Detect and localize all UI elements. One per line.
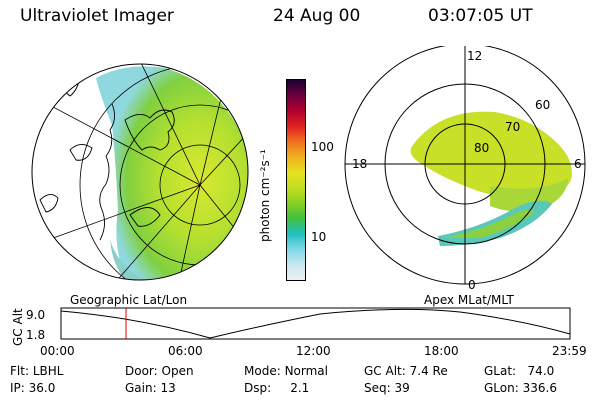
altitude-xtick-1200: 12:00 [296,344,331,358]
seq-value: 39 [394,381,410,395]
glon-value: 336.6 [522,381,557,395]
colorbar [286,79,306,281]
geo-aurora [96,66,248,280]
info-seq: Seq: 39 [364,381,410,395]
door-value: Open [161,364,194,378]
gain-label: Gain: [125,381,157,395]
info-glon: GLon: 336.6 [484,381,557,395]
info-ip: IP: 36.0 [10,381,55,395]
app-title: Ultraviolet Imager [20,6,174,26]
geographic-label: Geographic Lat/Lon [70,293,188,307]
altitude-xtick-0600: 06:00 [168,344,203,358]
mlt-label-12: 12 [467,49,482,63]
altitude-xtick-2359: 23:59 [552,344,587,358]
colorbar-units-label: photon cm⁻²s⁻¹ [258,149,272,242]
mode-value: Normal [284,364,328,378]
gain-value: 13 [160,381,176,395]
polar-plot: 12 18 6 0 80 70 60 [344,46,586,292]
dsp-value: 2.1 [290,381,310,395]
altitude-xtick-1800: 18:00 [424,344,459,358]
info-gain: Gain: 13 [125,381,176,395]
altitude-xtick-0000: 00:00 [40,344,75,358]
info-flt: Flt: LBHL [10,364,63,378]
time-label: 03:07:05 UT [428,6,533,26]
glat-label: GLat: [484,364,517,378]
geographic-image [31,63,249,281]
info-glat: GLat: 74.0 [484,364,554,378]
seq-label: Seq: [364,381,391,395]
mlat-label-60: 60 [535,98,550,112]
colorbar-gradient [287,80,305,280]
apex-label: Apex MLat/MLT [424,293,514,307]
mlt-label-18: 18 [352,157,367,171]
dsp-label: Dsp: [244,381,272,395]
altitude-plot: GC Alt 9.0 1.8 00:00 06:00 12:00 18:00 2… [11,307,587,358]
mlt-label-6: 6 [574,157,582,171]
mlat-label-80: 80 [474,141,489,155]
altitude-ytick-9: 9.0 [26,308,45,322]
glon-label: GLon: [484,381,519,395]
flt-value: LBHL [32,364,64,378]
door-label: Door: [125,364,158,378]
altitude-curve [60,308,571,339]
mlat-label-70: 70 [505,120,520,134]
ip-label: IP: [10,381,25,395]
altitude-ytick-1-8: 1.8 [26,328,45,342]
colorbar-tick-100: 100 [311,140,334,154]
info-dsp: Dsp: 2.1 [244,381,309,395]
date-label: 24 Aug 00 [273,6,361,26]
info-door: Door: Open [125,364,194,378]
mlt-label-0: 0 [468,278,476,292]
glat-value: 74.0 [527,364,555,378]
mode-label: Mode: [244,364,281,378]
gc-alt-value: 7.4 Re [409,364,448,378]
altitude-ylabel: GC Alt [11,308,25,346]
colorbar-tick-10: 10 [311,230,327,244]
flt-label: Flt: [10,364,29,378]
gc-alt-label: GC Alt: [364,364,406,378]
ip-value: 36.0 [28,381,56,395]
info-mode: Mode: Normal [244,364,328,378]
info-gc-alt: GC Alt: 7.4 Re [364,364,448,378]
polar-aurora-oval [410,111,572,198]
